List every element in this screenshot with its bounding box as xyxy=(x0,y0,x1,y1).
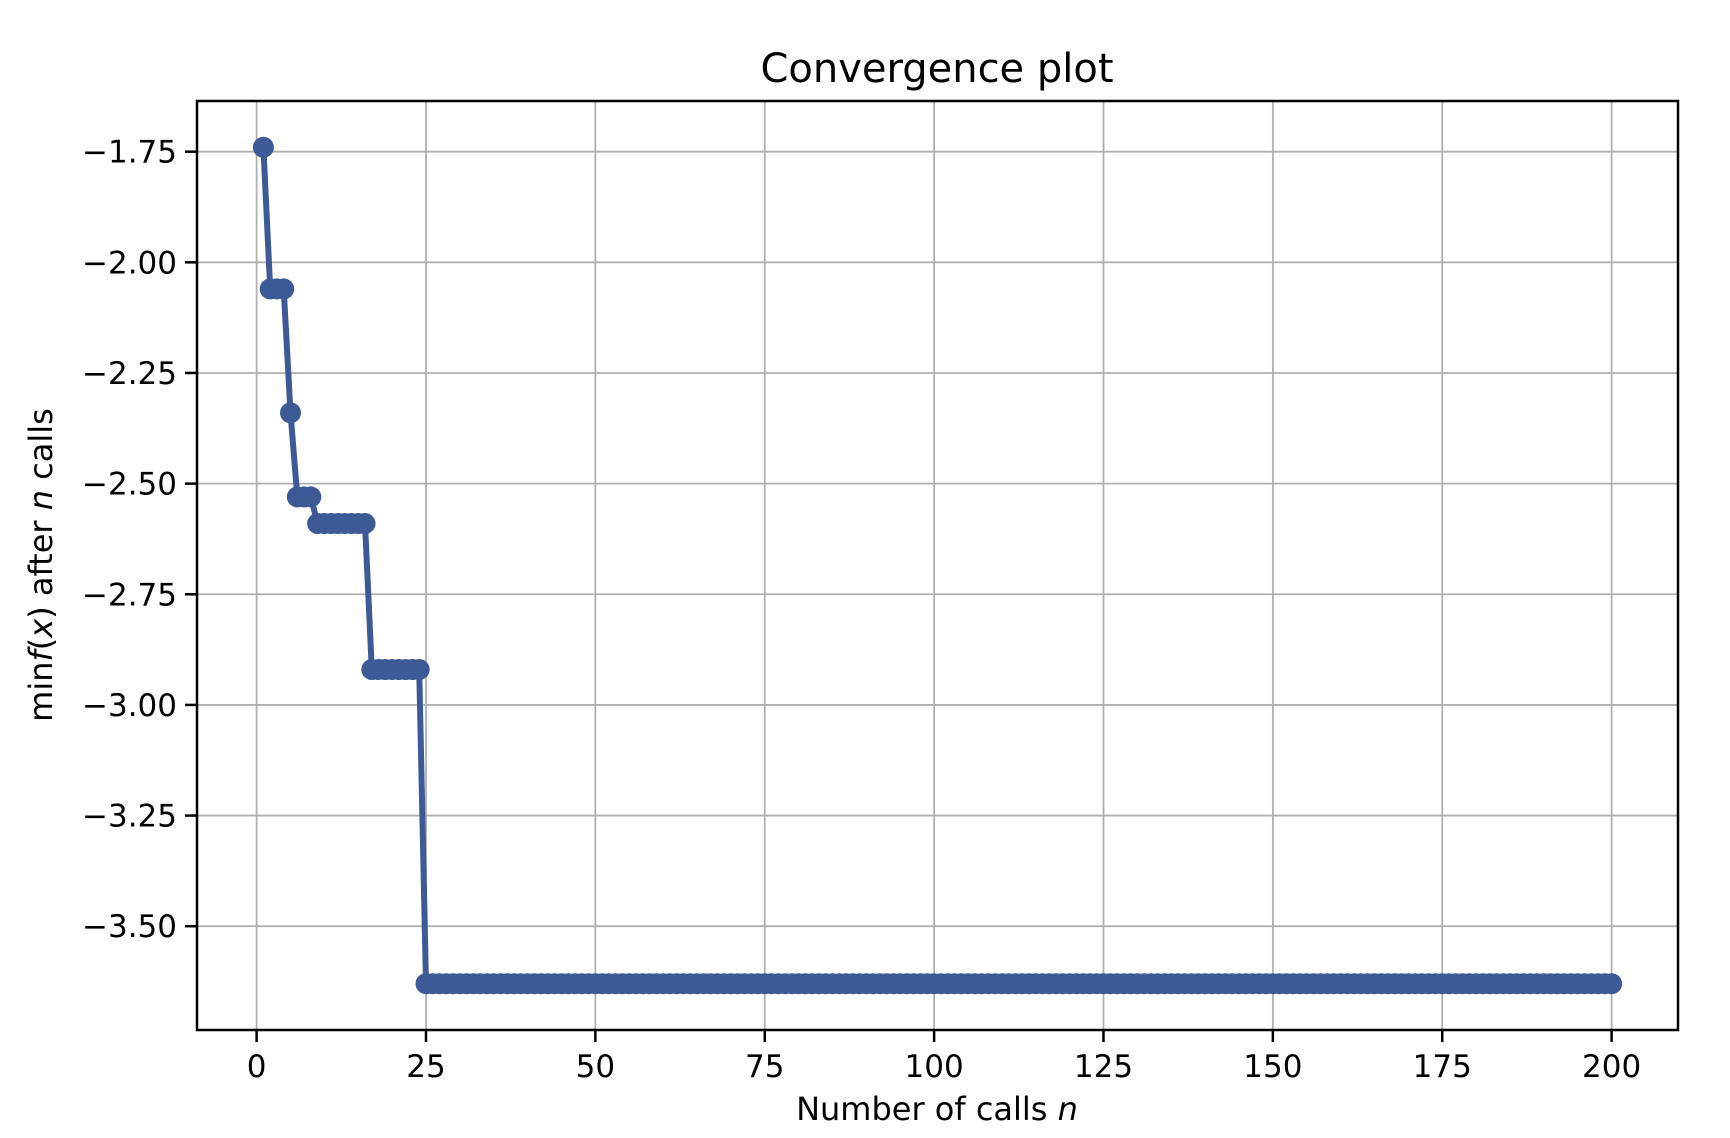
series-marker xyxy=(273,278,295,300)
math-italic-part: n xyxy=(1058,1090,1078,1128)
x-tick-label: 25 xyxy=(406,1049,445,1085)
series-marker xyxy=(280,402,301,424)
series-marker xyxy=(252,136,274,158)
x-tick-label: 150 xyxy=(1243,1049,1302,1085)
x-tick-label: 175 xyxy=(1413,1049,1472,1085)
series-marker xyxy=(408,659,430,680)
y-tick-label: −1.75 xyxy=(82,135,177,171)
x-tick-label: 125 xyxy=(1074,1049,1133,1085)
x-tick-label: 50 xyxy=(576,1049,615,1085)
math-italic-part: x xyxy=(22,618,60,639)
label-text-part: ) xyxy=(22,606,60,618)
y-tick-label: −3.25 xyxy=(82,799,177,835)
y-tick-label: −2.50 xyxy=(82,467,177,503)
x-tick-label: 0 xyxy=(247,1049,267,1085)
x-tick-label: 200 xyxy=(1582,1049,1641,1085)
label-text-part: min xyxy=(22,661,60,721)
y-tick-label: −2.75 xyxy=(82,577,177,613)
series-marker xyxy=(300,486,322,508)
x-tick-label: 100 xyxy=(905,1049,964,1085)
series-line xyxy=(260,144,1615,987)
label-text-part: Number of calls xyxy=(796,1090,1058,1128)
label-text-part: after xyxy=(22,510,60,606)
y-tick-label: −2.00 xyxy=(82,245,177,281)
series-marker xyxy=(354,513,376,534)
math-italic-part: n xyxy=(22,490,60,510)
series-layer xyxy=(252,136,1623,995)
y-tick-label: −3.50 xyxy=(82,909,177,945)
x-tick-label: 75 xyxy=(745,1049,784,1085)
grid-layer xyxy=(197,101,1678,1030)
axes-layer: 0 25 50 75 100 125 150 175 200 −1.75 −2.00 −2.25 −2.… xyxy=(82,99,1680,1085)
y-tick-label: −2.25 xyxy=(82,356,177,392)
label-text-part: calls xyxy=(22,408,60,490)
chart-title: Convergence plot xyxy=(760,46,1113,92)
series-marker xyxy=(1601,973,1623,995)
y-axis-label: minf(x) after n calls xyxy=(22,408,60,722)
label-text-part: ( xyxy=(22,638,60,650)
plot-spines xyxy=(195,99,1680,1032)
y-tick-label: −3.00 xyxy=(82,688,177,724)
x-axis-label: Number of calls n xyxy=(796,1090,1078,1128)
